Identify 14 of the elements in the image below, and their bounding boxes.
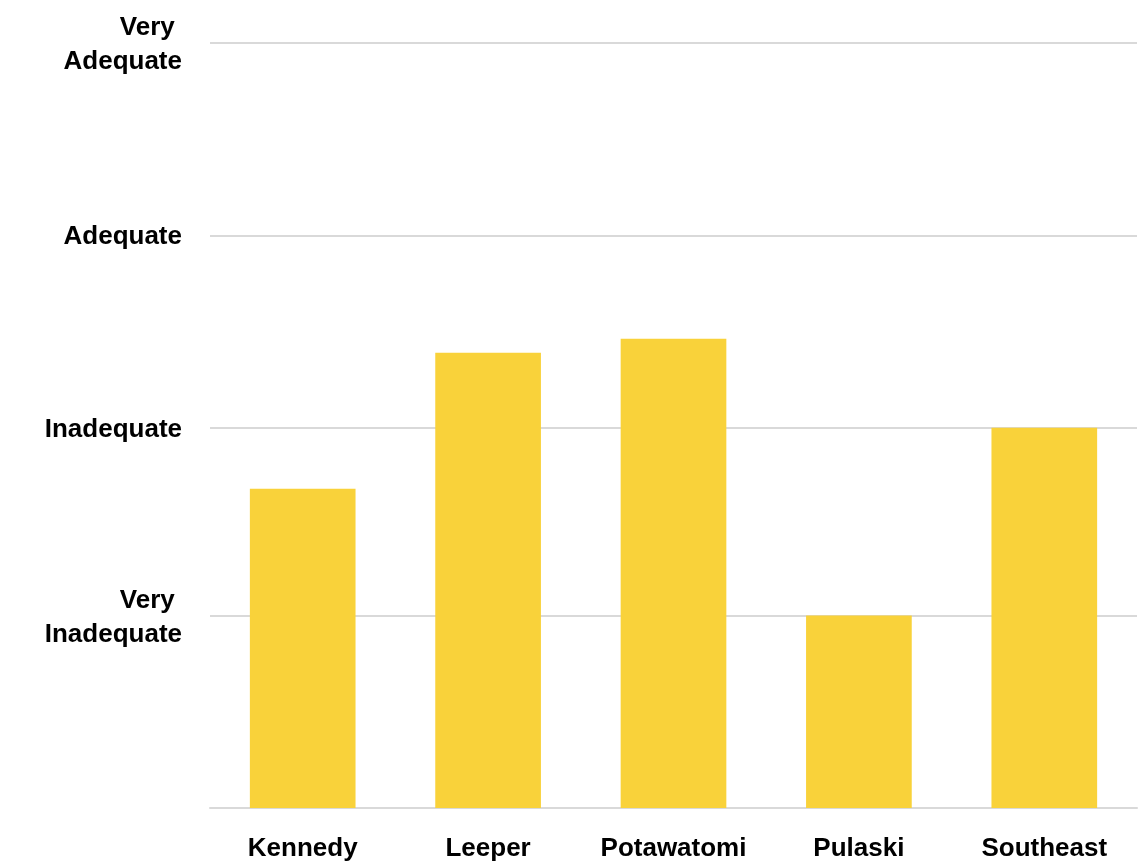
- bar: [991, 427, 1098, 808]
- x-tick-label: Pulaski: [813, 832, 905, 862]
- ref-line-label: Adequate: [63, 220, 182, 251]
- bar: [620, 338, 727, 808]
- x-tick-label: Leeper: [445, 832, 531, 862]
- ref-line-label: Very Inadequate: [44, 583, 182, 648]
- x-tick-label: Potawatomi: [600, 832, 747, 862]
- bar: [806, 615, 912, 808]
- ref-line-label: Very Adequate: [63, 11, 182, 75]
- ref-line-label: Inadequate: [44, 412, 182, 443]
- bar: [249, 488, 356, 808]
- bar: [435, 352, 541, 808]
- x-tick-label: Kennedy: [247, 832, 359, 862]
- x-tick-label: Southeast: [981, 832, 1108, 862]
